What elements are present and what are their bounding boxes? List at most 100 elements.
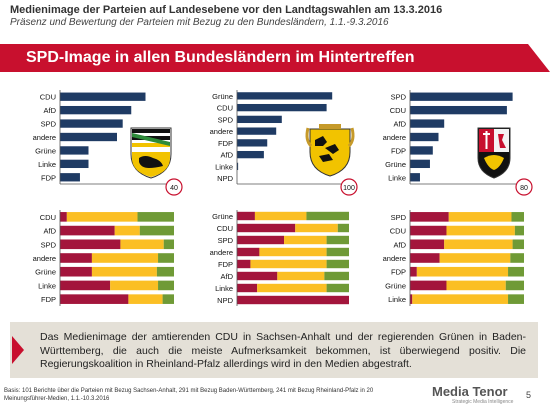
presence-label: Grüne: [35, 146, 56, 155]
tone-segment: [277, 271, 325, 281]
tone-segment: [237, 259, 251, 269]
tone-segment: [410, 280, 447, 291]
presence-bar: [410, 159, 430, 169]
tone-segment: [128, 294, 163, 304]
presence-bar: [410, 119, 445, 128]
tone-segment: [284, 235, 327, 245]
tone-segment: [306, 211, 349, 221]
presence-bar: [60, 159, 89, 169]
tone-label: AfD: [393, 240, 406, 249]
tone-segment: [60, 225, 115, 236]
tone-segment: [137, 212, 174, 222]
tone-segment: [120, 239, 164, 250]
tone-segment: [410, 225, 447, 236]
presence-bar: [237, 127, 277, 135]
presence-label: FDP: [391, 146, 406, 155]
baden-wuerttemberg-coat-of-arms: [305, 124, 355, 177]
charts-area: CDU AfD SPD andere Grüne Linke FDP 40 CDU AfD SPD a…: [33, 90, 533, 306]
tone-segment: [91, 266, 157, 277]
title-banner: SPD-Image in allen Bundesländern im Hint…: [0, 44, 550, 72]
presence-bar: [60, 146, 89, 155]
tone-segment: [60, 239, 121, 250]
tone-segment: [446, 280, 506, 291]
media-tenor-logo: Media Tenor: [432, 384, 508, 399]
presence-bar: [237, 92, 333, 100]
tone-segment: [259, 247, 327, 257]
tone-label: Grüne: [35, 268, 56, 277]
tone-segment: [60, 212, 67, 222]
presence-label: andere: [383, 133, 406, 142]
tone-segment: [514, 225, 524, 236]
presence-max-tick: 100: [343, 185, 355, 192]
presence-bar: [237, 139, 268, 147]
presence-label: SPD: [41, 120, 57, 129]
footer-basis: Basis: 101 Berichte über die Parteien mi…: [4, 388, 374, 402]
presence-label: andere: [33, 133, 56, 142]
tone-label: CDU: [217, 224, 233, 233]
presence-label: CDU: [40, 93, 56, 102]
tone-segment: [416, 266, 509, 277]
tone-segment: [60, 266, 92, 277]
presence-label: AfD: [43, 106, 56, 115]
header-title: Medienimage der Parteien auf Landesebene…: [10, 4, 443, 16]
tone-label: Grüne: [212, 212, 233, 221]
tone-segment: [508, 266, 524, 277]
sachsen-anhalt-coat-of-arms: [130, 127, 172, 179]
tone-segment: [254, 211, 307, 221]
tone-segment: [448, 212, 512, 222]
presence-label: CDU: [390, 106, 406, 115]
tone-label: andere: [33, 254, 56, 263]
tone-segment: [60, 253, 92, 263]
tone-segment: [410, 239, 445, 250]
presence-bar: [237, 162, 239, 171]
tone-segment: [326, 235, 349, 245]
page-number: 5: [526, 390, 532, 400]
callout-text: Das Medienimage der amtierenden CDU in S…: [40, 331, 526, 370]
tone-label: FDP: [391, 268, 406, 277]
tone-segment: [505, 280, 524, 291]
presence-label: Linke: [388, 173, 406, 182]
max-tick-circle: [340, 178, 358, 196]
tone-segment: [446, 225, 515, 236]
tone-segment: [237, 247, 260, 257]
tone-segment: [337, 223, 349, 233]
tone-segment: [326, 283, 349, 293]
presence-max-tick: 40: [170, 185, 178, 192]
presence-bar: [60, 92, 146, 101]
tone-segment: [410, 266, 417, 277]
tone-segment: [158, 280, 174, 291]
presence-max-tick: 80: [520, 185, 528, 192]
tone-segment: [237, 283, 258, 293]
tone-segment: [158, 253, 174, 263]
tone-segment: [60, 294, 129, 304]
tone-label: Linke: [38, 281, 56, 290]
tone-segment: [510, 253, 524, 263]
presence-bar: [410, 173, 420, 182]
presence-label: NPD: [217, 174, 233, 183]
presence-bar: [60, 119, 123, 128]
tone-label: CDU: [40, 213, 56, 222]
presence-bar: [410, 146, 433, 155]
tone-segment: [410, 253, 440, 263]
tone-segment: [512, 239, 524, 250]
logo-tagline: Strategic Media Intelligence: [452, 399, 514, 405]
tone-label: Linke: [215, 284, 233, 293]
presence-bar: [60, 132, 117, 142]
tone-label: CDU: [390, 227, 406, 236]
tone-label: AfD: [220, 272, 233, 281]
tone-segment: [237, 295, 349, 305]
tone-segment: [237, 223, 296, 233]
tone-label: FDP: [218, 260, 233, 269]
presence-label: CDU: [217, 104, 233, 113]
presence-label: FDP: [218, 139, 233, 148]
callout-arrow-icon: [12, 336, 24, 364]
header-subtitle: Präsenz und Bewertung der Parteien mit B…: [10, 17, 389, 28]
header: Medienimage der Parteien auf Landesebene…: [10, 4, 540, 29]
tone-segment: [162, 294, 174, 304]
tone-label: Linke: [388, 295, 406, 304]
tone-segment: [250, 259, 327, 269]
presence-label: Grüne: [212, 92, 233, 101]
presence-label: Grüne: [385, 160, 406, 169]
tone-segment: [237, 211, 255, 221]
tone-segment: [237, 271, 278, 281]
